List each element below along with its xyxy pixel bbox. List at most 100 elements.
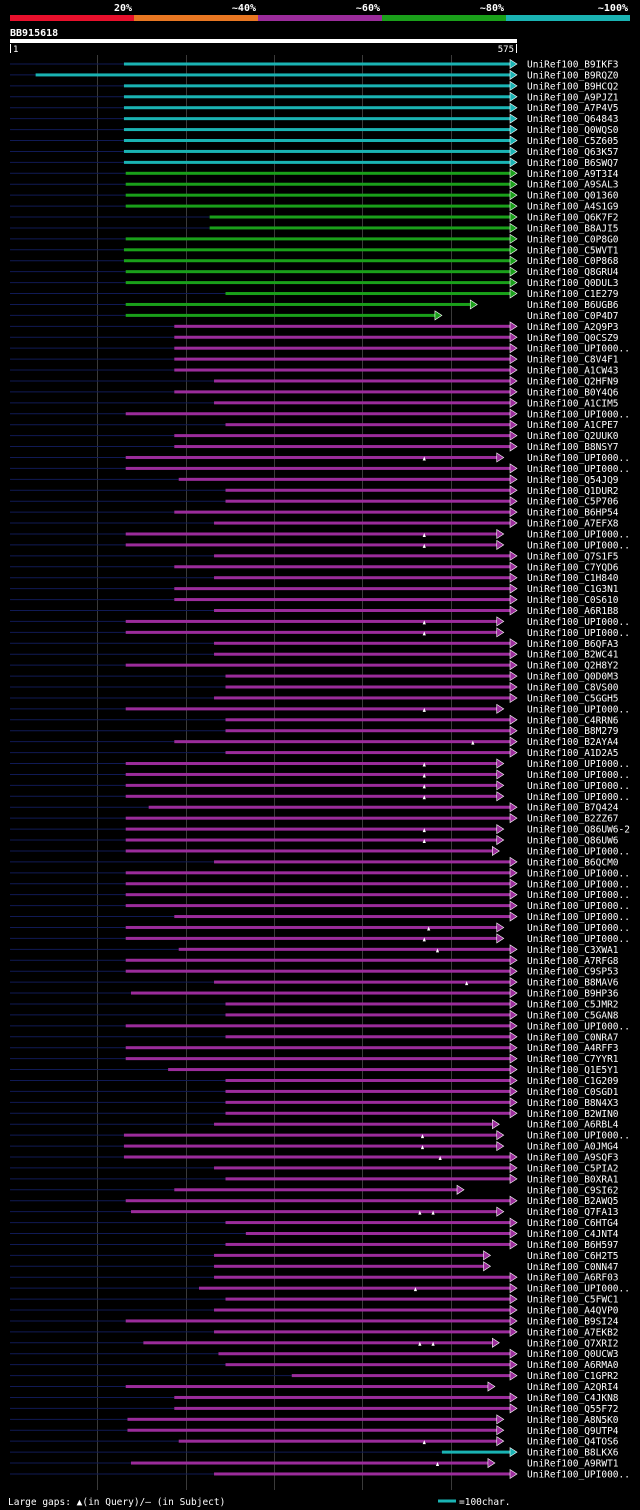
hit-row[interactable]: UniRef100_A1D2A5	[10, 747, 619, 759]
hit-label[interactable]: UniRef100_C5FWC1	[527, 1295, 619, 1306]
hit-label[interactable]: UniRef100_C6H2T5	[527, 1251, 619, 1262]
hit-row[interactable]: UniRef100_A2QRI4	[10, 1381, 619, 1393]
hit-row[interactable]: UniRef100_C5JMR2	[10, 998, 619, 1010]
hit-row[interactable]: UniRef100_Q63K57	[10, 146, 619, 158]
hit-label[interactable]: UniRef100_A6R1B8	[527, 606, 619, 617]
hit-label[interactable]: UniRef100_C0P8G0	[527, 234, 619, 245]
hit-label[interactable]: UniRef100_B6HP54	[527, 508, 619, 519]
hit-row[interactable]: UniRef100_B9HCQ2	[10, 80, 619, 92]
hit-row[interactable]: UniRef100_UPI000..	[10, 452, 630, 464]
hit-label[interactable]: UniRef100_UPI000..	[527, 628, 630, 639]
hit-row[interactable]: UniRef100_A4QVP0	[10, 1304, 619, 1317]
hit-label[interactable]: UniRef100_C4JNT4	[527, 1229, 619, 1240]
hit-label[interactable]: UniRef100_A0JMG4	[527, 1142, 619, 1153]
hit-label[interactable]: UniRef100_C8V4F1	[527, 355, 619, 366]
hit-row[interactable]: UniRef100_A0JMG4	[10, 1141, 619, 1153]
hit-row[interactable]: UniRef100_A9PJZ1	[10, 91, 619, 103]
hit-row[interactable]: UniRef100_C9SP53	[10, 966, 619, 978]
hit-label[interactable]: UniRef100_B9SI24	[527, 1316, 619, 1327]
hit-label[interactable]: UniRef100_Q0DUL3	[527, 278, 619, 289]
hit-label[interactable]: UniRef100_C0P4D7	[527, 311, 619, 322]
hit-row[interactable]: UniRef100_Q1E5Y1	[10, 1064, 619, 1076]
hit-label[interactable]: UniRef100_C7YQD6	[527, 562, 619, 573]
hit-label[interactable]: UniRef100_Q4TOS6	[527, 1437, 619, 1448]
hit-row[interactable]: UniRef100_C3XWA1	[10, 944, 619, 956]
hit-row[interactable]: UniRef100_C5GAN8	[10, 1009, 619, 1021]
hit-row[interactable]: UniRef100_UPI000..	[10, 528, 630, 540]
hit-row[interactable]: UniRef100_C1GPR2	[10, 1370, 619, 1382]
hit-label[interactable]: UniRef100_A6RF03	[527, 1273, 619, 1284]
hit-row[interactable]: UniRef100_B2AYA4	[10, 736, 619, 748]
hit-row[interactable]: UniRef100_C1H840	[10, 572, 619, 584]
hit-label[interactable]: UniRef100_A7RFG8	[527, 956, 619, 967]
hit-label[interactable]: UniRef100_A9PJZ1	[527, 92, 619, 103]
hit-row[interactable]: UniRef100_UPI000..	[10, 889, 630, 901]
hit-row[interactable]: UniRef100_UPI000..	[10, 845, 630, 857]
hit-label[interactable]: UniRef100_C7YYR1	[527, 1054, 619, 1065]
hit-row[interactable]: UniRef100_C5Z605	[10, 135, 619, 147]
hit-label[interactable]: UniRef100_C6HTG4	[527, 1218, 619, 1229]
hit-label[interactable]: UniRef100_Q0UCW3	[527, 1349, 619, 1360]
hit-label[interactable]: UniRef100_UPI000..	[527, 868, 630, 879]
hit-row[interactable]: UniRef100_Q7XRI2	[10, 1337, 619, 1349]
hit-row[interactable]: UniRef100_Q8GRU4	[10, 266, 619, 278]
hit-label[interactable]: UniRef100_B8LKX6	[527, 1448, 619, 1459]
hit-row[interactable]: UniRef100_C0S610	[10, 594, 619, 606]
hit-label[interactable]: UniRef100_B7Q424	[527, 803, 619, 814]
hit-row[interactable]: UniRef100_A4RFF3	[10, 1042, 619, 1054]
hit-row[interactable]: UniRef100_A9SQF3	[10, 1151, 619, 1164]
hit-row[interactable]: UniRef100_UPI000..	[10, 627, 630, 639]
hit-label[interactable]: UniRef100_UPI000..	[527, 617, 630, 628]
hit-row[interactable]: UniRef100_UPI000..	[10, 900, 630, 912]
hit-row[interactable]: UniRef100_A9T3I4	[10, 168, 619, 180]
hit-label[interactable]: UniRef100_A6RMA0	[527, 1360, 619, 1371]
hit-label[interactable]: UniRef100_Q2HFN9	[527, 376, 619, 387]
hit-row[interactable]: UniRef100_Q7S1F5	[10, 550, 619, 562]
hit-label[interactable]: UniRef100_A4S1G9	[527, 202, 619, 213]
hit-label[interactable]: UniRef100_C9SP53	[527, 967, 619, 978]
hit-row[interactable]: UniRef100_B8MAV6	[10, 977, 619, 989]
hit-row[interactable]: UniRef100_UPI000..	[10, 922, 630, 934]
hit-row[interactable]: UniRef100_C4JNT4	[10, 1228, 619, 1240]
hit-label[interactable]: UniRef100_Q86UW6-2	[527, 825, 630, 836]
hit-label[interactable]: UniRef100_A9SAL3	[527, 180, 619, 191]
hit-label[interactable]: UniRef100_A2QRI4	[527, 1382, 619, 1393]
hit-row[interactable]: UniRef100_B6SWQ7	[10, 157, 619, 169]
hit-label[interactable]: UniRef100_UPI000..	[527, 1021, 630, 1032]
hit-label[interactable]: UniRef100_B0Y4Q6	[527, 387, 619, 398]
hit-label[interactable]: UniRef100_UPI000..	[527, 846, 630, 857]
hit-label[interactable]: UniRef100_UPI000..	[527, 912, 630, 923]
hit-label[interactable]: UniRef100_A1D2A5	[527, 748, 619, 759]
hit-label[interactable]: UniRef100_C8VS00	[527, 683, 619, 694]
hit-row[interactable]: UniRef100_A7P4V5	[10, 102, 619, 114]
hit-label[interactable]: UniRef100_UPI000..	[527, 890, 630, 901]
hit-row[interactable]: UniRef100_C7YYR1	[10, 1053, 619, 1065]
hit-label[interactable]: UniRef100_UPI000..	[527, 879, 630, 890]
hit-label[interactable]: UniRef100_A8N5K0	[527, 1415, 619, 1426]
hit-row[interactable]: UniRef100_C4RRN6	[10, 714, 619, 726]
hit-label[interactable]: UniRef100_Q0CSZ9	[527, 333, 619, 344]
hit-row[interactable]: UniRef100_B2WC41	[10, 649, 619, 661]
hit-label[interactable]: UniRef100_Q01360	[527, 191, 619, 202]
hit-label[interactable]: UniRef100_C0NN47	[527, 1262, 619, 1273]
hit-row[interactable]: UniRef100_Q55F72	[10, 1403, 619, 1415]
hit-row[interactable]: UniRef100_B0Y4Q6	[10, 386, 619, 398]
hit-label[interactable]: UniRef100_B8M279	[527, 726, 619, 737]
hit-row[interactable]: UniRef100_B8LKX6	[10, 1447, 619, 1459]
hit-row[interactable]: UniRef100_Q01360	[10, 190, 619, 202]
hit-row[interactable]: UniRef100_B9RQZ0	[10, 69, 619, 81]
hit-row[interactable]: UniRef100_B9SI24	[10, 1315, 619, 1327]
hit-label[interactable]: UniRef100_UPI000..	[527, 759, 630, 770]
hit-label[interactable]: UniRef100_Q7XRI2	[527, 1338, 619, 1349]
hit-label[interactable]: UniRef100_A9T3I4	[527, 169, 619, 180]
hit-row[interactable]: UniRef100_UPI000..	[10, 616, 630, 628]
hit-label[interactable]: UniRef100_B8NSY7	[527, 442, 619, 453]
hit-row[interactable]: UniRef100_C5PIA2	[10, 1162, 619, 1174]
hit-row[interactable]: UniRef100_A6RMA0	[10, 1359, 619, 1371]
hit-label[interactable]: UniRef100_B6H597	[527, 1240, 619, 1251]
hit-label[interactable]: UniRef100_B6UGB6	[527, 300, 619, 311]
hit-row[interactable]: UniRef100_Q86UW6-2	[10, 824, 630, 836]
hit-label[interactable]: UniRef100_UPI000..	[527, 464, 630, 475]
hit-label[interactable]: UniRef100_A9RWT1	[527, 1459, 619, 1470]
hit-label[interactable]: UniRef100_B2WC41	[527, 650, 619, 661]
